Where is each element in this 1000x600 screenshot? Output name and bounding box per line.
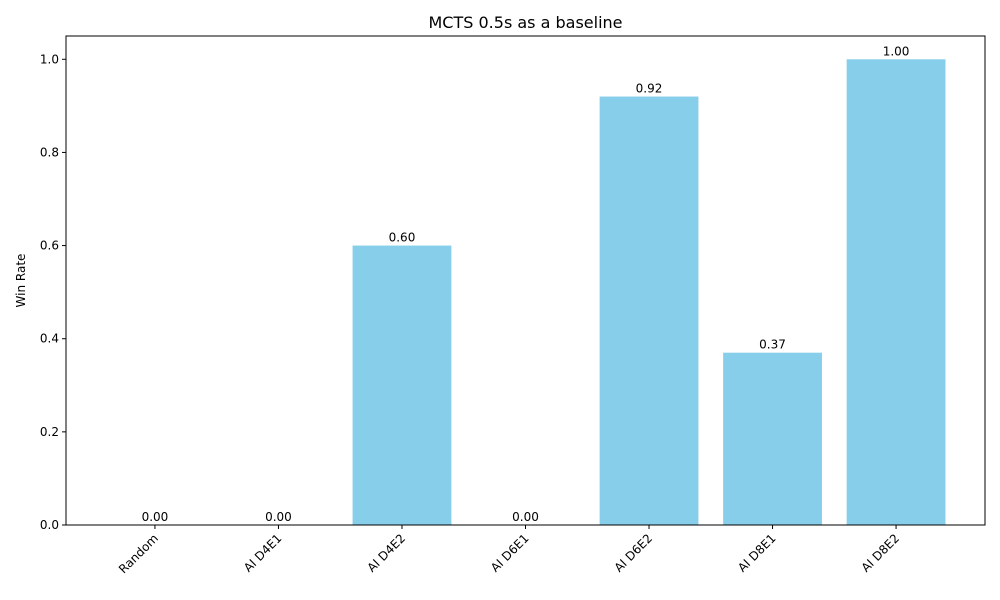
bar-5	[599, 96, 699, 526]
bar-value-label-2: 0.00	[265, 510, 292, 524]
bar-7	[846, 59, 946, 526]
chart-title: MCTS 0.5s as a baseline	[429, 13, 623, 32]
bar-value-label-1: 0.00	[142, 510, 169, 524]
y-tick-label-3: 0.4	[40, 332, 59, 346]
y-axis: 0.0 0.2 0.4 0.6 0.8 1.0	[40, 52, 66, 532]
y-tick-label-4: 0.6	[40, 239, 59, 253]
y-tick-label-2: 0.2	[40, 425, 59, 439]
y-axis-title: Win Rate	[14, 254, 28, 308]
plot-frame	[65, 35, 986, 526]
y-tick-label-1: 0.0	[40, 518, 59, 532]
x-tick-label-5: AI D6E2	[612, 531, 656, 575]
bar-value-label-6: 0.37	[759, 338, 786, 352]
x-tick-label-4: AI D6E1	[488, 531, 532, 575]
x-tick-label-7: AI D8E2	[859, 531, 903, 575]
bar-3	[352, 245, 452, 526]
x-axis: Random AI D4E1 AI D4E2 AI D6E1 AI D6E2 AI D8E…	[116, 525, 902, 576]
x-tick-label-2: AI D4E1	[241, 531, 285, 575]
y-tick-label-5: 0.8	[40, 145, 59, 159]
bar-value-label-7: 1.00	[883, 44, 910, 58]
bar-value-label-5: 0.92	[636, 82, 663, 96]
x-tick-label-3: AI D4E2	[365, 531, 409, 575]
y-tick-label-6: 1.0	[40, 52, 59, 66]
bar-value-label-3: 0.60	[389, 231, 416, 245]
bars-group	[352, 59, 946, 526]
bar-6	[723, 352, 822, 525]
x-tick-label-1: Random	[116, 531, 161, 576]
x-tick-label-6: AI D8E1	[735, 531, 779, 575]
bar-value-labels: 0.00 0.00 0.60 0.00 0.92 0.37 1.00	[142, 44, 910, 524]
bar-value-label-4: 0.00	[512, 510, 539, 524]
